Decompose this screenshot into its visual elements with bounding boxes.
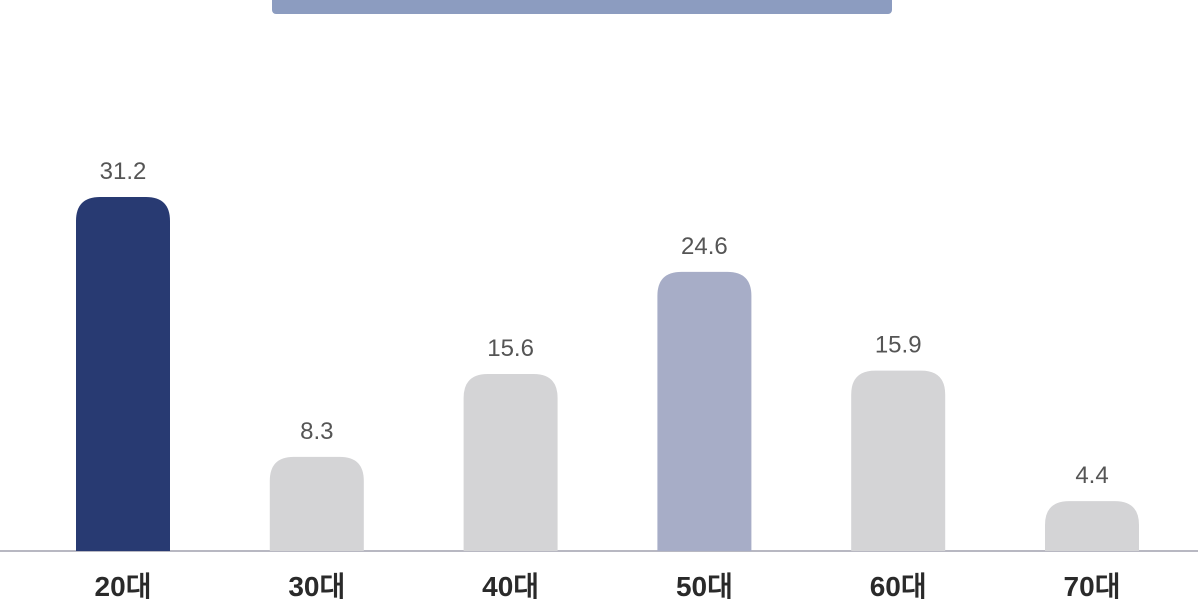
category-label: 40대 xyxy=(482,571,539,602)
bar-40대 xyxy=(463,374,558,551)
bar-30대 xyxy=(269,456,364,551)
bar-20대 xyxy=(76,197,170,551)
title-decoration xyxy=(272,0,892,14)
value-label: 31.2 xyxy=(100,158,147,185)
bar-60대 xyxy=(851,370,946,551)
category-label: 30대 xyxy=(288,571,345,602)
value-labels-group: 31.2 8.3 15.6 24.6 15.9 4.4 xyxy=(100,158,1109,489)
category-labels-group: 20대 30대 40대 50대 60대 70대 xyxy=(95,571,1121,602)
bar-50대 xyxy=(657,271,752,551)
category-label: 70대 xyxy=(1064,571,1121,602)
value-label: 24.6 xyxy=(681,233,728,260)
category-label: 60대 xyxy=(870,571,927,602)
value-label: 4.4 xyxy=(1075,462,1108,489)
value-label: 15.9 xyxy=(875,332,922,359)
bars-group xyxy=(76,197,1139,551)
value-label: 15.6 xyxy=(487,335,534,362)
category-label: 50대 xyxy=(676,571,733,602)
bar-70대 xyxy=(1045,501,1139,551)
category-label: 20대 xyxy=(95,571,152,602)
value-label: 8.3 xyxy=(300,418,333,445)
